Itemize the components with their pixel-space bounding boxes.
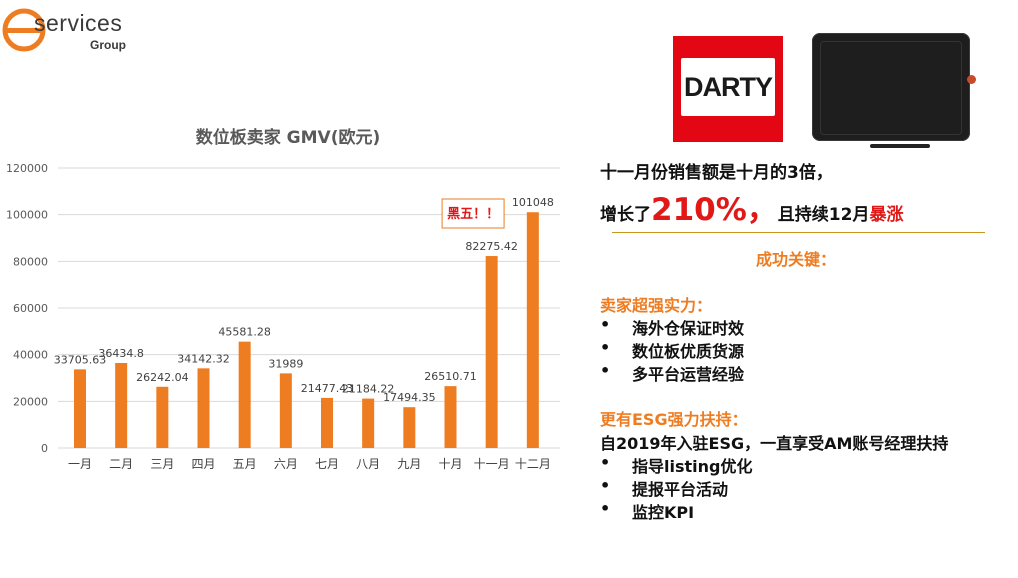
x-tick-label: 十月: [438, 457, 462, 471]
bar: [485, 256, 498, 448]
pen-image: [870, 144, 930, 148]
logo-subtitle: Group: [90, 38, 126, 52]
bar: [238, 341, 251, 448]
data-label: 34142.32: [177, 352, 230, 365]
data-label: 45581.28: [218, 326, 271, 339]
x-tick-label: 十一月: [474, 457, 510, 471]
x-tick-label: 六月: [274, 457, 298, 471]
data-label: 36434.8: [98, 347, 144, 360]
data-label: 26242.04: [136, 371, 189, 384]
section2-item: • 指导listing优化: [600, 453, 753, 476]
divider: [612, 232, 985, 233]
bar: [362, 398, 375, 448]
y-tick-label: 100000: [6, 209, 48, 222]
headline-line2: 增长了210%，且持续12月暴涨: [600, 192, 904, 228]
chart-title: 数位板卖家 GMV(欧元): [196, 127, 381, 148]
data-label: 17494.35: [383, 391, 436, 404]
x-tick-label: 八月: [356, 457, 380, 471]
annotation-text: 黑五！！: [447, 207, 499, 222]
x-tick-label: 四月: [191, 457, 215, 471]
y-tick-label: 0: [41, 442, 48, 455]
data-label: 82275.42: [465, 240, 518, 253]
x-tick-label: 十二月: [515, 457, 551, 471]
services-logo-icon: [2, 8, 46, 52]
data-label: 31989: [268, 357, 303, 370]
drawing-tablet-image: [812, 33, 970, 141]
x-tick-label: 七月: [315, 457, 339, 471]
section1-heading: 卖家超强实力：: [600, 296, 713, 315]
section1-item: • 海外仓保证时效: [600, 315, 745, 338]
bar: [403, 407, 416, 448]
x-tick-label: 一月: [68, 457, 92, 471]
x-tick-label: 九月: [397, 457, 421, 471]
data-label: 21184.22: [342, 383, 395, 396]
darty-logo: DARTY: [673, 36, 783, 142]
section2-heading: 更有ESG强力扶持：: [600, 410, 748, 429]
bar: [279, 373, 292, 448]
x-tick-label: 五月: [233, 457, 257, 471]
bar: [74, 369, 86, 448]
darty-logo-text: DARTY: [684, 72, 773, 102]
section2-line: 自2019年入驻ESG，一直享受AM账号经理扶持: [600, 434, 949, 453]
data-label: 33705.63: [54, 353, 107, 366]
y-tick-label: 60000: [13, 302, 48, 315]
logo-title: services: [34, 10, 123, 36]
bar: [526, 212, 539, 448]
data-label: 101048: [512, 196, 554, 209]
bar: [444, 386, 457, 448]
y-tick-label: 80000: [13, 255, 48, 268]
bar: [156, 386, 169, 448]
tablet-indicator-icon: [967, 75, 976, 84]
section2-item: • 提报平台活动: [600, 476, 729, 499]
section2-item: • 监控KPI: [600, 499, 695, 522]
bar: [321, 397, 333, 448]
bar: [115, 362, 128, 448]
annotation-box: [441, 198, 505, 229]
y-tick-label: 40000: [13, 349, 48, 362]
data-label: 26510.71: [424, 370, 477, 383]
x-tick-label: 二月: [109, 457, 133, 471]
x-tick-label: 三月: [150, 457, 174, 471]
y-tick-label: 20000: [13, 395, 48, 408]
headline-line1: 十一月份销售额是十月的3倍，: [600, 163, 833, 183]
y-tick-label: 120000: [6, 162, 48, 175]
section1-item: • 数位板优质货源: [600, 338, 745, 361]
success-key-heading: 成功关键：: [756, 250, 837, 269]
section1-item: • 多平台运营经验: [600, 361, 745, 384]
data-label: 21477.43: [301, 382, 354, 395]
bar: [197, 368, 210, 448]
